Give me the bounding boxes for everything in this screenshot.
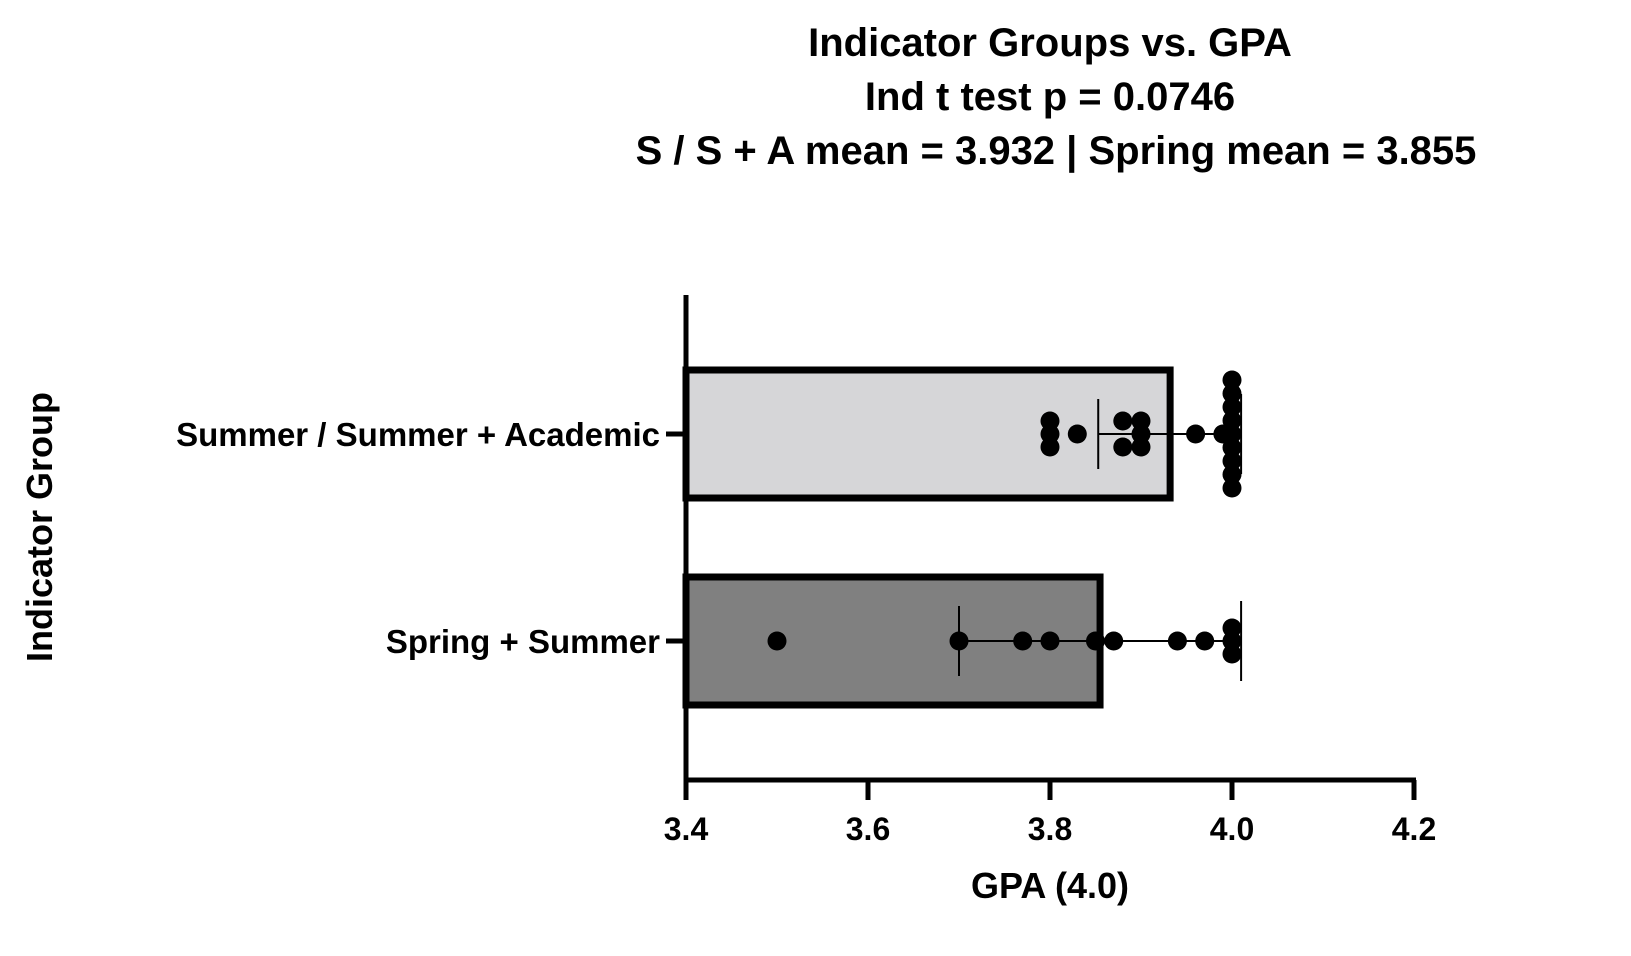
x-tick-label: 3.4 xyxy=(664,811,709,847)
data-point xyxy=(1222,631,1242,651)
x-tick-label: 3.6 xyxy=(846,811,890,847)
data-point xyxy=(1167,631,1187,651)
data-point xyxy=(1040,631,1060,651)
data-point xyxy=(949,631,969,651)
data-point xyxy=(767,631,787,651)
data-point xyxy=(1222,370,1242,390)
data-point xyxy=(1040,411,1060,431)
y-category-label: Spring + Summer xyxy=(386,623,660,660)
x-axis-label: GPA (4.0) xyxy=(971,865,1129,906)
data-point xyxy=(1222,384,1242,403)
data-point xyxy=(1222,397,1242,417)
data-point xyxy=(1113,411,1133,431)
data-point xyxy=(1222,644,1242,664)
data-point xyxy=(1186,424,1206,444)
data-point xyxy=(1131,411,1151,431)
y-axis-label: Indicator Group xyxy=(19,392,60,662)
x-tick-label: 4.0 xyxy=(1210,811,1254,847)
bars-layer xyxy=(682,366,1174,709)
data-point xyxy=(1104,631,1124,651)
y-category-label: Summer / Summer + Academic xyxy=(176,416,660,453)
chart-title-line-2: Ind t test p = 0.0746 xyxy=(865,75,1235,119)
data-point xyxy=(1040,437,1060,457)
points-layer xyxy=(767,370,1242,664)
x-tick-label: 4.2 xyxy=(1392,811,1436,847)
data-point xyxy=(1086,631,1105,651)
data-point xyxy=(1222,411,1242,430)
data-point xyxy=(1222,478,1242,498)
data-point xyxy=(1131,437,1151,457)
x-ticks: 3.4 3.6 3.8 4.0 4.2 xyxy=(664,780,1436,847)
data-point xyxy=(1222,424,1242,444)
chart-title-line-1: Indicator Groups vs. GPA xyxy=(808,21,1292,65)
data-point xyxy=(1195,631,1215,651)
data-point xyxy=(1067,424,1087,444)
data-point xyxy=(1222,438,1242,457)
data-point xyxy=(1113,437,1133,457)
data-point xyxy=(1222,465,1242,484)
data-point xyxy=(1040,424,1060,444)
y-categories: Summer / Summer + Academic Spring + Summe… xyxy=(176,416,686,660)
data-point xyxy=(1013,631,1033,651)
data-point xyxy=(1222,451,1242,471)
chart-title-line-3: S / S + A mean = 3.932 | Spring mean = 3… xyxy=(636,129,1477,173)
x-tick-label: 3.8 xyxy=(1028,811,1072,847)
data-point xyxy=(1131,424,1151,444)
data-point xyxy=(1222,618,1242,638)
